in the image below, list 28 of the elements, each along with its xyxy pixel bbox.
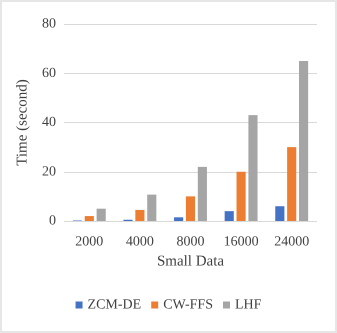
y-tick-label: 0 — [49, 214, 56, 228]
x-tick-label: 2000 — [75, 234, 104, 250]
y-tick-label: 20 — [42, 164, 56, 180]
bar — [275, 206, 284, 221]
x-axis-title: Small Data — [156, 253, 224, 270]
legend-label: ZCM-DE — [88, 298, 142, 312]
bar — [147, 194, 156, 221]
bar — [299, 60, 308, 221]
bar — [186, 196, 196, 221]
bar — [224, 211, 234, 221]
x-tick-label: 24000 — [274, 234, 310, 250]
bar — [248, 115, 258, 221]
legend-label: CW-FFS — [163, 298, 214, 312]
x-tick-label: 4000 — [126, 234, 154, 250]
x-tick-label: 8000 — [176, 234, 204, 250]
legend-label: LHF — [235, 298, 262, 312]
bar — [96, 208, 106, 221]
bar — [287, 147, 296, 221]
bar — [135, 210, 144, 221]
bar — [236, 172, 246, 221]
bar — [198, 166, 207, 221]
x-tick-label: 16000 — [224, 234, 259, 250]
bar — [174, 217, 184, 221]
y-tick-label: 60 — [42, 66, 56, 81]
y-axis-title: Time (second) — [14, 79, 30, 166]
y-tick-label: 40 — [42, 115, 56, 130]
bar — [84, 216, 94, 221]
y-tick-label: 80 — [42, 16, 56, 32]
